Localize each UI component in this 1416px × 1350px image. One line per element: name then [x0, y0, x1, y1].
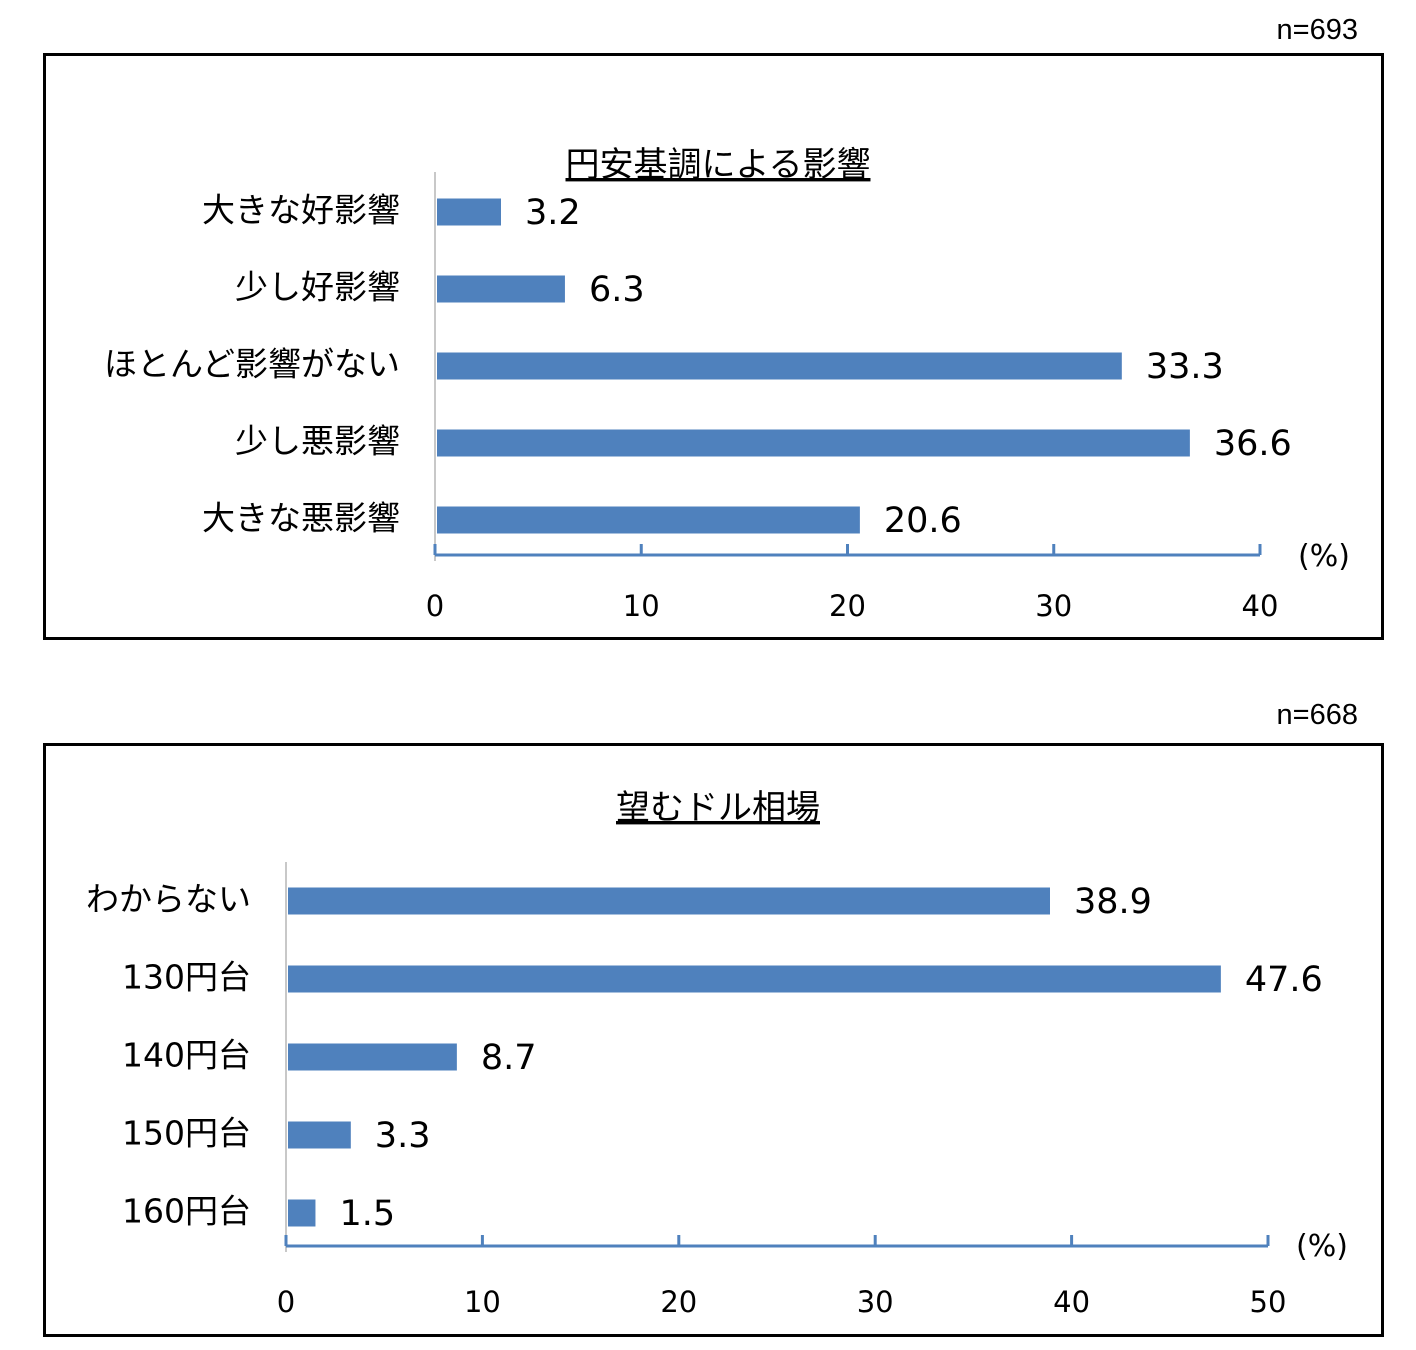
- chart2-data-label: 1.5: [339, 1194, 395, 1234]
- chart2-frame: 望むドル相場 (%) 0 10 20 30 40 50 わからない 38.9 130円台 47.6…: [43, 743, 1384, 1337]
- chart1-plot: 円安基調による影響 (%) 0 10 20 30 40 大きな好影響 3.2 少し好影響 6.3…: [104, 145, 1350, 623]
- chart2-sample-size: n=668: [1276, 699, 1358, 731]
- chart1-bar: [437, 198, 501, 226]
- chart2-tick-label: 40: [1053, 1285, 1090, 1319]
- chart1-bar: [437, 429, 1190, 457]
- chart2-category-label: 140円台: [122, 1036, 251, 1075]
- chart2-data-label: 8.7: [481, 1038, 537, 1078]
- chart2-category-label: わからない: [86, 880, 251, 919]
- chart2-bar: [288, 1043, 457, 1071]
- chart1-sample-size: n=693: [1276, 14, 1358, 46]
- chart2-bar: [288, 887, 1050, 915]
- chart1-tick-label: 0: [426, 589, 444, 623]
- chart2-category-label: 150円台: [122, 1114, 251, 1153]
- chart2-data-label: 47.6: [1245, 960, 1323, 1000]
- chart2-bar: [288, 1121, 351, 1149]
- chart1-title: 円安基調による影響: [566, 145, 871, 185]
- chart1-tick-label: 30: [1035, 589, 1072, 623]
- chart2-bar: [288, 1199, 316, 1227]
- chart2-tick-label: 20: [660, 1285, 697, 1319]
- chart2-category-label: 130円台: [122, 958, 251, 997]
- chart1-category-label: 大きな悪影響: [202, 499, 400, 538]
- chart2-tick-label: 30: [857, 1285, 894, 1319]
- chart1-unit-label: (%): [1298, 539, 1350, 574]
- chart2-data-label: 38.9: [1074, 882, 1152, 922]
- chart1-tick-label: 40: [1242, 589, 1279, 623]
- chart2-unit-label: (%): [1296, 1229, 1348, 1264]
- chart1-category-label: 大きな好影響: [202, 191, 400, 230]
- chart1-data-label: 6.3: [589, 270, 645, 310]
- chart2-data-label: 3.3: [375, 1116, 431, 1156]
- chart1-data-label: 20.6: [884, 501, 962, 541]
- chart1-data-label: 3.2: [525, 193, 581, 233]
- chart2-tick-label: 10: [464, 1285, 501, 1319]
- chart1-tick-label: 10: [623, 589, 660, 623]
- chart1-data-label: 36.6: [1214, 424, 1292, 464]
- chart2-bar: [288, 965, 1221, 993]
- chart1-category-label: 少し悪影響: [235, 422, 400, 461]
- chart2-category-label: 160円台: [122, 1192, 251, 1231]
- chart1-tick-label: 20: [829, 589, 866, 623]
- chart2-title: 望むドル相場: [616, 788, 820, 828]
- chart1-category-label: 少し好影響: [235, 268, 400, 307]
- chart1-data-label: 33.3: [1146, 347, 1224, 387]
- chart1-category-label: ほとんど影響がない: [104, 345, 400, 384]
- chart2-tick-label: 50: [1250, 1285, 1287, 1319]
- chart2-plot: 望むドル相場 (%) 0 10 20 30 40 50 わからない 38.9 130円台 47.6…: [86, 788, 1348, 1319]
- chart1-bar: [437, 352, 1122, 380]
- chart1-frame: 円安基調による影響 (%) 0 10 20 30 40 大きな好影響 3.2 少し好影響 6.3…: [43, 53, 1384, 640]
- chart1-bar: [437, 275, 565, 303]
- chart2-tick-label: 0: [277, 1285, 295, 1319]
- chart1-bar: [437, 506, 860, 534]
